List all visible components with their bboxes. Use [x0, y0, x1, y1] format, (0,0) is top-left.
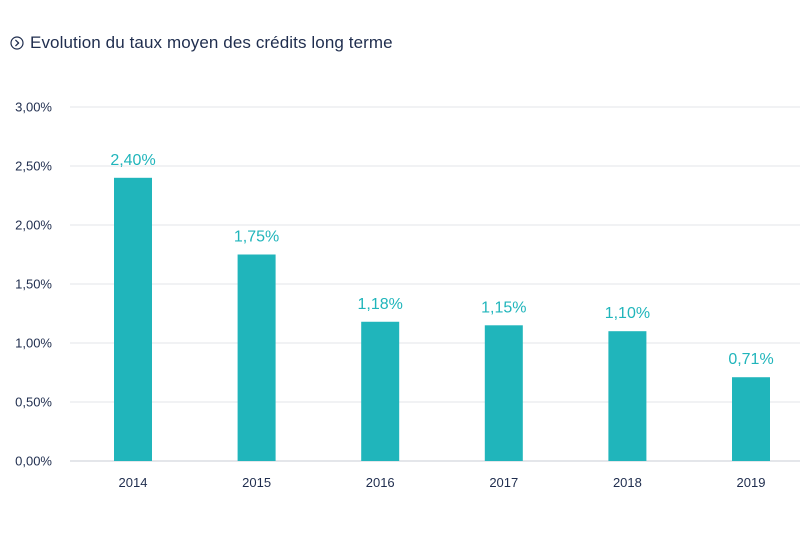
- x-tick-label-2014: 2014: [119, 475, 148, 490]
- x-axis-tick-labels: 2014 2015 2016 2017 2018 2019: [119, 475, 766, 490]
- y-tick-label: 0,00%: [15, 454, 52, 469]
- y-axis-tick-labels: 0,00% 0,50% 1,00% 1,50% 2,00% 2,50% 3,00%: [15, 100, 52, 469]
- bar-value-label-2019: 0,71%: [728, 351, 773, 368]
- bar-2014: [114, 177, 152, 462]
- y-tick-label: 3,00%: [15, 100, 52, 115]
- bar-value-label-2016: 1,18%: [358, 296, 403, 313]
- chart-header: Evolution du taux moyen des crédits long…: [10, 33, 393, 53]
- bar-value-label-2018: 1,10%: [605, 305, 650, 322]
- x-tick-label-2016: 2016: [366, 475, 395, 490]
- y-tick-label: 1,50%: [15, 277, 52, 292]
- y-tick-label: 2,00%: [15, 218, 52, 233]
- grid-lines: [70, 106, 800, 462]
- x-tick-label-2019: 2019: [737, 475, 766, 490]
- bar-value-label-2017: 1,15%: [481, 299, 526, 316]
- y-tick-label: 0,50%: [15, 395, 52, 410]
- chart-title: Evolution du taux moyen des crédits long…: [30, 33, 393, 52]
- circle-chevron-right-icon: [10, 36, 24, 50]
- x-tick-label-2018: 2018: [613, 475, 642, 490]
- bars: [114, 177, 770, 462]
- bar-2016: [361, 321, 400, 461]
- bar-value-label-2014: 2,40%: [110, 152, 155, 169]
- y-tick-label: 1,00%: [15, 336, 52, 351]
- bar-2019: [732, 377, 770, 461]
- x-tick-label-2017: 2017: [489, 475, 518, 490]
- x-tick-label-2015: 2015: [242, 475, 271, 490]
- bar-value-label-2015: 1,75%: [234, 229, 279, 246]
- bar-value-labels: 2,40% 1,75% 1,18% 1,15% 1,10% 0,71%: [110, 152, 773, 368]
- bar-2015: [237, 254, 276, 461]
- y-tick-label: 2,50%: [15, 159, 52, 174]
- bar-2017: [484, 325, 523, 461]
- bar-2018: [608, 331, 647, 461]
